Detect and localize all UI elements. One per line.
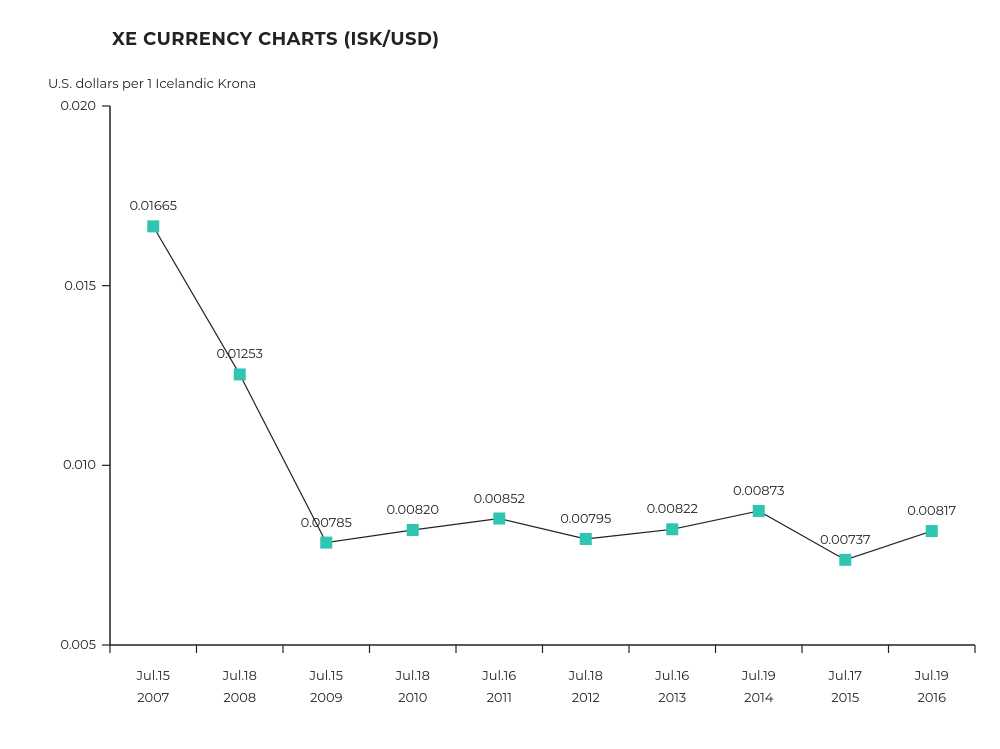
- x-tick-label-line2: 2016: [917, 690, 946, 706]
- x-tick-label-line1: Jul.17: [828, 668, 862, 684]
- currency-chart: XE CURRENCY CHARTS (ISK/USD) U.S. dollar…: [0, 0, 1000, 749]
- data-point-label: 0.00820: [386, 502, 439, 518]
- data-point-label: 0.01253: [217, 346, 263, 362]
- data-point-label: 0.00795: [560, 511, 611, 527]
- x-tick-label-line2: 2010: [398, 690, 427, 706]
- x-tick-label-line1: Jul.18: [223, 668, 257, 684]
- x-tick-label-line1: Jul.16: [655, 668, 689, 684]
- y-tick-label: 0.020: [60, 98, 96, 114]
- x-tick-label-line2: 2009: [310, 690, 343, 706]
- x-tick-label-line1: Jul.18: [396, 668, 430, 684]
- chart-svg: [0, 0, 1000, 749]
- data-point-label: 0.00817: [907, 503, 956, 519]
- x-tick-label-line1: Jul.18: [569, 668, 603, 684]
- y-tick-label: 0.005: [60, 637, 96, 653]
- data-point-label: 0.01665: [129, 198, 177, 214]
- data-point-label: 0.00737: [820, 532, 871, 548]
- x-tick-label-line2: 2008: [223, 690, 256, 706]
- x-tick-label-line2: 2007: [137, 690, 169, 706]
- data-point-label: 0.00822: [647, 501, 698, 517]
- data-point-label: 0.00852: [474, 491, 525, 507]
- x-tick-label-line1: Jul.15: [137, 668, 170, 684]
- x-tick-label-line1: Jul.15: [310, 668, 343, 684]
- x-tick-label-line1: Jul.19: [742, 668, 776, 684]
- x-tick-label-line2: 2014: [744, 690, 773, 706]
- x-tick-label-line1: Jul.19: [915, 668, 949, 684]
- data-point-label: 0.00785: [301, 515, 352, 531]
- x-tick-label-line2: 2012: [572, 690, 600, 706]
- data-point-label: 0.00873: [733, 483, 784, 499]
- x-tick-label-line2: 2013: [658, 690, 686, 706]
- y-tick-label: 0.015: [64, 278, 96, 294]
- y-tick-label: 0.010: [63, 457, 96, 473]
- x-tick-label-line2: 2015: [831, 690, 859, 706]
- x-tick-label-line1: Jul.16: [482, 668, 516, 684]
- x-tick-label-line2: 2011: [487, 690, 512, 706]
